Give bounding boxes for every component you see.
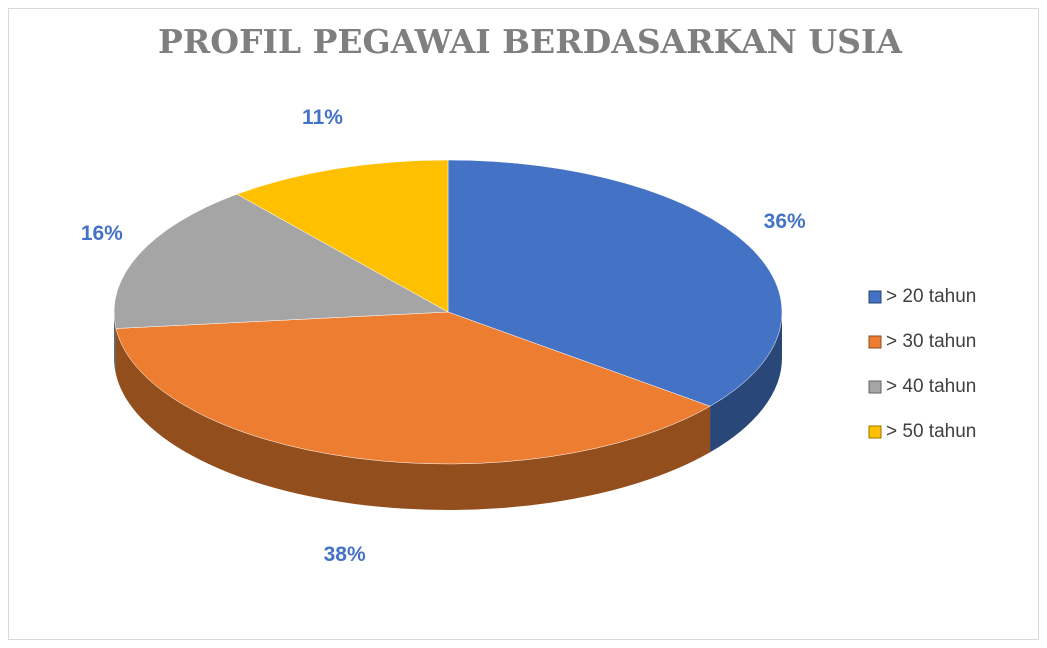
legend-swatch bbox=[869, 381, 881, 393]
legend-label: > 30 tahun bbox=[886, 331, 976, 352]
data-label: 11% bbox=[302, 106, 343, 129]
data-label: 36% bbox=[764, 210, 806, 233]
legend-label: > 20 tahun bbox=[886, 286, 976, 307]
legend-label: > 40 tahun bbox=[886, 376, 976, 397]
legend-swatch bbox=[869, 291, 881, 303]
data-label: 38% bbox=[324, 543, 366, 566]
legend-label: > 50 tahun bbox=[886, 421, 976, 442]
chart: PROFIL PEGAWAI BERDASARKAN USIA 36% 38% 16… bbox=[0, 0, 1047, 648]
data-label: 16% bbox=[81, 222, 123, 245]
legend-swatch bbox=[869, 426, 881, 438]
legend-swatch bbox=[869, 336, 881, 348]
chart-title: PROFIL PEGAWAI BERDASARKAN USIA bbox=[158, 22, 902, 61]
